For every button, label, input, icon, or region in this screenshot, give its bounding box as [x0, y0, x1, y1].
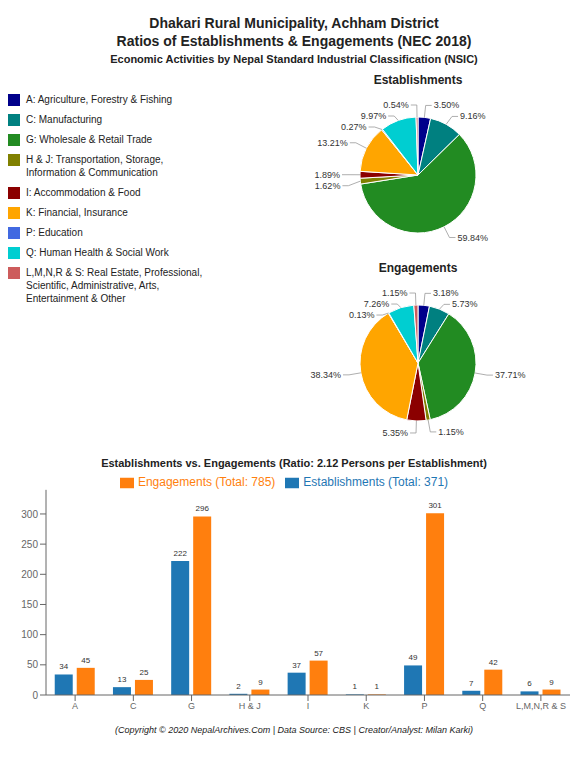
svg-text:3.50%: 3.50%: [434, 100, 460, 110]
svg-text:100: 100: [21, 629, 38, 640]
html-text:C: Manufacturing: C: Manufacturing: [26, 114, 103, 125]
html-text:(Copyright © 2020 NepalArchive: (Copyright © 2020 NepalArchives.Com | Da…: [115, 725, 473, 735]
svg-text:296: 296: [195, 504, 209, 513]
svg-text:50: 50: [27, 659, 39, 670]
html-text:I: Accommodation & Food: I: Accommodation & Food: [26, 187, 141, 198]
svg-text:1.15%: 1.15%: [438, 427, 464, 437]
svg-text:45: 45: [81, 656, 90, 665]
svg-text:300: 300: [21, 509, 38, 520]
svg-text:57: 57: [314, 649, 323, 658]
svg-text:1.15%: 1.15%: [382, 288, 408, 298]
svg-text:59.84%: 59.84%: [457, 233, 488, 243]
svg-text:38.34%: 38.34%: [310, 370, 341, 380]
svg-text:H & J: H & J: [239, 701, 261, 711]
svg-text:1.62%: 1.62%: [315, 181, 341, 191]
svg-text:0.54%: 0.54%: [383, 100, 409, 110]
html-text:Engagements (Total: 785): Engagements (Total: 785): [137, 475, 276, 489]
svg-text:P: P: [421, 701, 427, 711]
svg-text:A: A: [72, 701, 78, 711]
svg-text:9: 9: [549, 678, 554, 687]
svg-text:37: 37: [292, 661, 301, 670]
html-text:Dhakari Rural Municipality, Ac: Dhakari Rural Municipality, Achham Distr…: [149, 15, 439, 31]
svg-text:49: 49: [409, 653, 418, 662]
html-text:Establishments: Establishments: [373, 73, 463, 87]
svg-text:5.73%: 5.73%: [452, 299, 478, 309]
html-text:G: Wholesale & Retail Trade: G: Wholesale & Retail Trade: [26, 134, 153, 145]
svg-text:0: 0: [32, 690, 38, 701]
svg-text:5.35%: 5.35%: [383, 428, 409, 438]
svg-text:2: 2: [236, 682, 241, 691]
html-text:Engagements: Engagements: [378, 261, 458, 275]
html-text:L,M,N,R & S: Real Estate, Prof: L,M,N,R & S: Real Estate, Professional, …: [26, 267, 203, 304]
svg-text:9: 9: [258, 678, 263, 687]
html-text:K: Financial, Insurance: K: Financial, Insurance: [26, 207, 128, 218]
svg-text:6: 6: [527, 679, 532, 688]
svg-text:7.26%: 7.26%: [364, 299, 390, 309]
html-text:Q: Human Health & Social Work: Q: Human Health & Social Work: [26, 247, 169, 258]
html-text:Establishments (Total: 371): Establishments (Total: 371): [303, 475, 449, 489]
svg-text:34: 34: [59, 662, 68, 671]
svg-text:G: G: [188, 701, 195, 711]
svg-text:9.97%: 9.97%: [361, 111, 387, 121]
html-text:Economic Activities by Nepal S: Economic Activities by Nepal Standard In…: [110, 53, 478, 65]
svg-text:222: 222: [173, 549, 187, 558]
svg-text:0.13%: 0.13%: [349, 310, 375, 320]
svg-text:0.27%: 0.27%: [341, 122, 367, 132]
svg-text:3.18%: 3.18%: [433, 288, 459, 298]
svg-text:150: 150: [21, 599, 38, 610]
svg-text:7: 7: [469, 679, 474, 688]
html-text:H & J: Transportation, Storage: H & J: Transportation, Storage, Informat…: [26, 154, 164, 178]
svg-text:Q: Q: [479, 701, 486, 711]
svg-text:1: 1: [353, 682, 358, 691]
svg-text:200: 200: [21, 569, 38, 580]
svg-text:I: I: [307, 701, 310, 711]
html-text:Establishments vs. Engagements: Establishments vs. Engagements (Ratio: 2…: [101, 457, 487, 469]
svg-text:250: 250: [21, 539, 38, 550]
svg-text:25: 25: [140, 668, 149, 677]
svg-text:13: 13: [118, 675, 127, 684]
svg-text:1: 1: [375, 682, 380, 691]
svg-text:37.71%: 37.71%: [495, 370, 526, 380]
svg-text:C: C: [130, 701, 137, 711]
svg-text:1.89%: 1.89%: [314, 170, 340, 180]
svg-text:L,M,N,R & S: L,M,N,R & S: [516, 701, 566, 711]
html-text:A: Agriculture, Forestry & Fis: A: Agriculture, Forestry & Fishing: [26, 94, 173, 105]
svg-text:301: 301: [428, 501, 442, 510]
svg-text:13.21%: 13.21%: [317, 138, 348, 148]
svg-text:9.16%: 9.16%: [460, 111, 486, 121]
svg-text:K: K: [363, 701, 369, 711]
svg-text:42: 42: [489, 658, 498, 667]
html-text:P: Education: P: Education: [26, 227, 83, 238]
html-text:Ratios of Establishments & Eng: Ratios of Establishments & Engagements (…: [116, 33, 472, 49]
